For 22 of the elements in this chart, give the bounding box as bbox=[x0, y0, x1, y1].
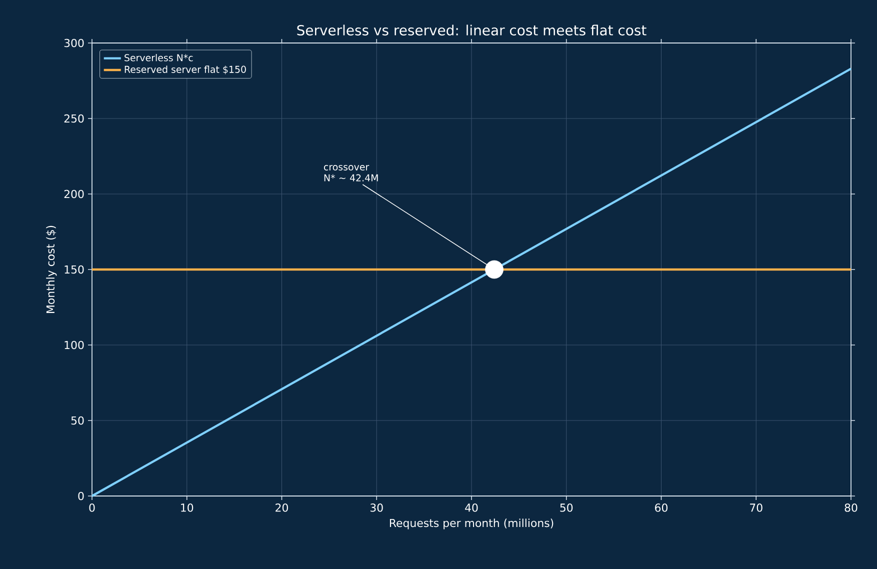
y-tick-label: 100 bbox=[64, 340, 84, 350]
x-tick-label: 50 bbox=[560, 504, 573, 512]
legend-label: Reserved server flat $150 bbox=[124, 66, 246, 74]
x-tick-label: 0 bbox=[89, 504, 95, 512]
x-tick-label: 30 bbox=[370, 504, 383, 512]
x-tick-label: 80 bbox=[844, 504, 858, 512]
x-tick-label: 10 bbox=[181, 504, 194, 512]
annotation: crossover N* ~ 42.4M bbox=[324, 165, 378, 182]
x-tick-label: 70 bbox=[750, 504, 762, 512]
y-tick-label: 200 bbox=[64, 190, 84, 198]
y-tick-label: 0 bbox=[78, 492, 84, 500]
y-tick-label: 50 bbox=[71, 416, 84, 425]
chart-title: Serverless vs reserved: linear cost meets flat cost bbox=[297, 24, 646, 36]
y-tick-label: 250 bbox=[64, 114, 84, 123]
legend-label: Serverless N*c bbox=[124, 54, 193, 62]
x-tick-label: 60 bbox=[655, 504, 668, 512]
y-tick-label: 300 bbox=[64, 38, 84, 48]
y-tick-label: 150 bbox=[64, 265, 84, 274]
x-tick-label: 20 bbox=[276, 504, 288, 512]
x-tick-label: 40 bbox=[465, 504, 478, 512]
y-axis-title: Monthly cost ($) bbox=[46, 226, 57, 313]
x-axis-title: Requests per month (millions) bbox=[390, 518, 554, 530]
